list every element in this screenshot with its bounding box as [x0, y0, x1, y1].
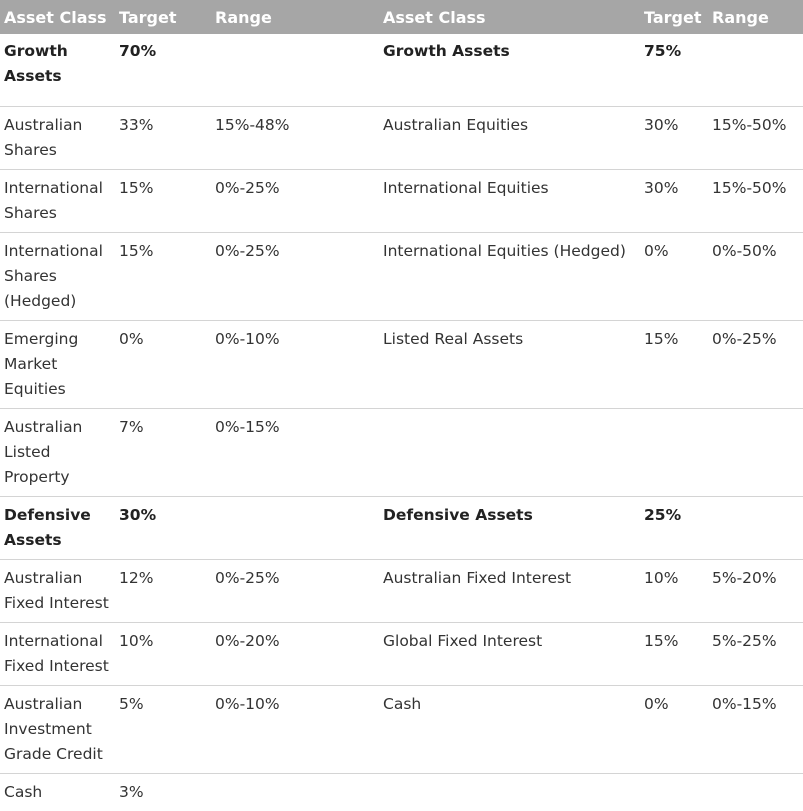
cell-asset-class: International Equities (Hedged): [379, 233, 644, 321]
cell-range: 0%-25%: [211, 560, 379, 623]
cell-range: 0%-25%: [708, 321, 803, 409]
cell-target: 70%: [119, 34, 211, 107]
cell-target: 0%: [644, 686, 708, 774]
header-range-right: Range: [708, 0, 803, 34]
header-target-left: Target: [119, 0, 211, 34]
asset-allocation-document: Asset Class Target Range Asset Class Tar…: [0, 0, 803, 736]
table-row: Cash 3%: [0, 774, 803, 811]
cell-asset-class: Defensive Assets: [0, 497, 119, 560]
table-row: International Shares (Hedged) 15% 0%-25%…: [0, 233, 803, 321]
cell-range: [708, 409, 803, 497]
cell-range: 0%-25%: [211, 170, 379, 233]
cell-asset-class: Australian Listed Property: [0, 409, 119, 497]
table-row: Australian Listed Property 7% 0%-15%: [0, 409, 803, 497]
cell-range: [708, 497, 803, 560]
cell-range: [211, 774, 379, 811]
cell-range: 5%-20%: [708, 560, 803, 623]
cell-target: 15%: [644, 623, 708, 686]
cell-range: 0%-20%: [211, 623, 379, 686]
cell-target: 30%: [644, 170, 708, 233]
header-asset-class-right: Asset Class: [379, 0, 644, 34]
table-row: Emerging Market Equities 0% 0%-10% Liste…: [0, 321, 803, 409]
table-row: Australian Fixed Interest 12% 0%-25% Aus…: [0, 560, 803, 623]
cell-asset-class: Australian Fixed Interest: [379, 560, 644, 623]
table-row: Growth Assets 70% Growth Assets 75%: [0, 34, 803, 107]
header-asset-class-left: Asset Class: [0, 0, 119, 34]
cell-range: 15%-50%: [708, 107, 803, 170]
cell-asset-class: Cash: [0, 774, 119, 811]
cell-target: 25%: [644, 497, 708, 560]
cell-target: 30%: [644, 107, 708, 170]
cell-asset-class: Growth Assets: [0, 34, 119, 107]
cell-target: 0%: [119, 321, 211, 409]
cell-asset-class: [379, 774, 644, 811]
cell-asset-class: Global Fixed Interest: [379, 623, 644, 686]
cell-target: 5%: [119, 686, 211, 774]
cell-range: 5%-25%: [708, 623, 803, 686]
cell-target: 30%: [119, 497, 211, 560]
cell-target: [644, 409, 708, 497]
cell-asset-class: Australian Shares: [0, 107, 119, 170]
cell-asset-class: Australian Investment Grade Credit: [0, 686, 119, 774]
cell-range: [708, 774, 803, 811]
table-row: International Fixed Interest 10% 0%-20% …: [0, 623, 803, 686]
cell-asset-class: Australian Fixed Interest: [0, 560, 119, 623]
cell-target: 15%: [119, 233, 211, 321]
cell-asset-class: International Shares: [0, 170, 119, 233]
cell-range: 0%-25%: [211, 233, 379, 321]
cell-target: 0%: [644, 233, 708, 321]
cell-range: 15%-50%: [708, 170, 803, 233]
cell-target: 12%: [119, 560, 211, 623]
cell-range: 0%-10%: [211, 686, 379, 774]
cell-asset-class: International Fixed Interest: [0, 623, 119, 686]
cell-asset-class: Defensive Assets: [379, 497, 644, 560]
table-row: Australian Investment Grade Credit 5% 0%…: [0, 686, 803, 774]
cell-range: [211, 34, 379, 107]
cell-range: 0%-10%: [211, 321, 379, 409]
cell-range: 15%-48%: [211, 107, 379, 170]
cell-asset-class: Cash: [379, 686, 644, 774]
table-row: International Shares 15% 0%-25% Internat…: [0, 170, 803, 233]
table-row: Australian Shares 33% 15%-48% Australian…: [0, 107, 803, 170]
header-target-right: Target: [644, 0, 708, 34]
cell-target: [644, 774, 708, 811]
cell-asset-class: [379, 409, 644, 497]
cell-asset-class: Emerging Market Equities: [0, 321, 119, 409]
table-header-row: Asset Class Target Range Asset Class Tar…: [0, 0, 803, 34]
cell-asset-class: International Equities: [379, 170, 644, 233]
cell-range: 0%-15%: [211, 409, 379, 497]
cell-target: 10%: [644, 560, 708, 623]
cell-range: [211, 497, 379, 560]
cell-range: [708, 34, 803, 107]
cell-range: 0%-15%: [708, 686, 803, 774]
cell-target: 33%: [119, 107, 211, 170]
cell-target: 7%: [119, 409, 211, 497]
cell-range: 0%-50%: [708, 233, 803, 321]
table-row: Defensive Assets 30% Defensive Assets 25…: [0, 497, 803, 560]
cell-target: 15%: [644, 321, 708, 409]
cell-target: 10%: [119, 623, 211, 686]
cell-asset-class: Australian Equities: [379, 107, 644, 170]
cell-asset-class: Growth Assets: [379, 34, 644, 107]
cell-target: 15%: [119, 170, 211, 233]
header-range-left: Range: [211, 0, 379, 34]
cell-target: 3%: [119, 774, 211, 811]
cell-asset-class: International Shares (Hedged): [0, 233, 119, 321]
cell-asset-class: Listed Real Assets: [379, 321, 644, 409]
cell-target: 75%: [644, 34, 708, 107]
